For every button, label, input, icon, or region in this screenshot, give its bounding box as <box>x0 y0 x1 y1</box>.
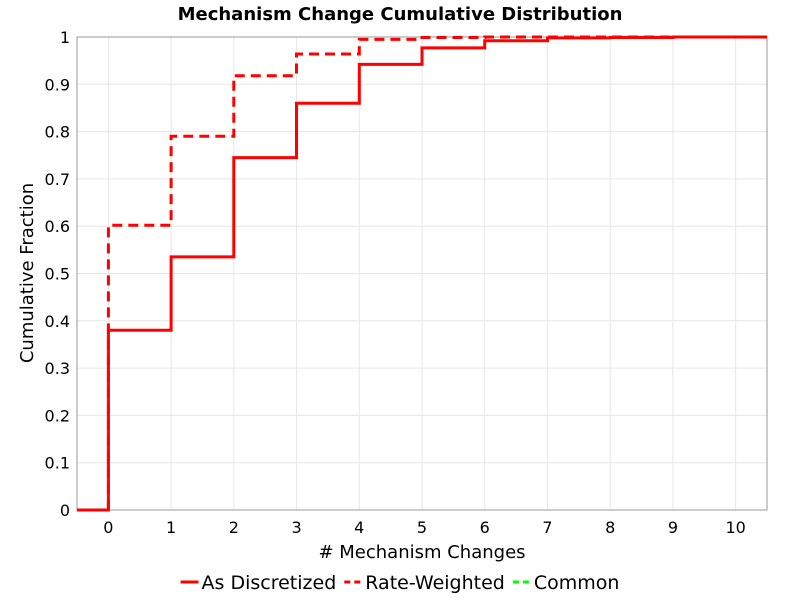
x-tick-label: 6 <box>480 518 490 537</box>
x-tick-label: 5 <box>417 518 427 537</box>
y-tick-label: 0.7 <box>45 170 70 189</box>
legend-label: Rate-Weighted <box>365 572 505 594</box>
y-tick-label: 0.3 <box>45 359 70 378</box>
y-tick-label: 0.2 <box>45 406 70 425</box>
y-tick-label: 0.6 <box>45 217 70 236</box>
legend-label: As Discretized <box>202 572 337 594</box>
y-tick-label: 0 <box>60 501 70 520</box>
y-tick-label: 1 <box>60 28 70 47</box>
y-tick-label: 0.5 <box>45 265 70 284</box>
x-tick-label: 9 <box>668 518 678 537</box>
y-tick-label: 0.9 <box>45 75 70 94</box>
x-tick-label: 8 <box>605 518 615 537</box>
x-axis-label: # Mechanism Changes <box>318 542 525 563</box>
y-axis-label: Cumulative Fraction <box>17 183 38 363</box>
legend: As Discretized Rate-Weighted Common <box>180 572 620 594</box>
x-tick-label: 2 <box>229 518 239 537</box>
grid-lines <box>77 36 767 511</box>
legend-label: Common <box>534 572 620 594</box>
x-tick-label: 4 <box>354 518 364 537</box>
x-tick-label: 10 <box>725 518 745 537</box>
y-tick-label: 0.8 <box>45 123 70 142</box>
x-tick-label: 7 <box>542 518 552 537</box>
x-tick-label: 1 <box>166 518 176 537</box>
series-lines <box>77 35 767 512</box>
x-tick-label: 0 <box>103 518 113 537</box>
y-tick-label: 0.1 <box>45 454 70 473</box>
y-tick-labels: 0 0.1 0.2 0.3 0.4 0.5 0.6 0.7 0.8 0.9 1 <box>45 28 70 520</box>
chart-title: Mechanism Change Cumulative Distribution <box>178 4 623 25</box>
x-tick-label: 3 <box>291 518 301 537</box>
x-tick-labels: 0 1 2 3 4 5 6 7 8 9 10 <box>103 518 746 537</box>
y-tick-label: 0.4 <box>45 312 70 331</box>
series-line-1 <box>77 35 767 512</box>
